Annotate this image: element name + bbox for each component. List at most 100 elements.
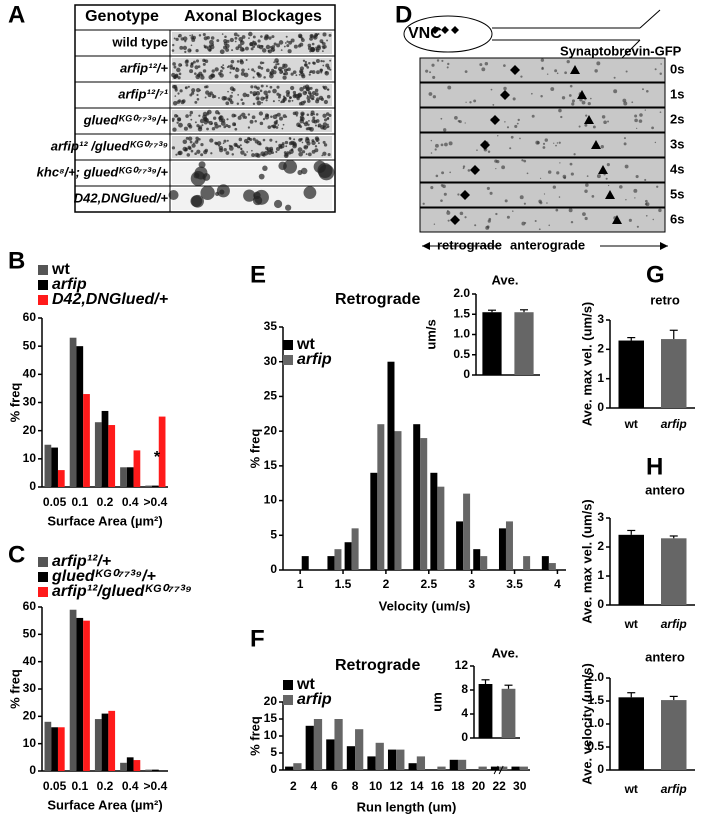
legend-label: D42,DNGlued/+ bbox=[52, 291, 168, 308]
bar bbox=[101, 410, 109, 487]
blockage bbox=[243, 189, 256, 202]
soma bbox=[431, 26, 439, 34]
blockage bbox=[313, 119, 318, 124]
kymo-spot bbox=[625, 70, 628, 73]
blockage bbox=[183, 126, 188, 131]
y-tick-label: 0 bbox=[463, 367, 470, 381]
blockage bbox=[253, 42, 258, 46]
blockage bbox=[187, 85, 190, 88]
kymo-spot bbox=[571, 99, 575, 103]
blockage bbox=[184, 148, 188, 152]
kymo-spot bbox=[605, 177, 608, 180]
blockage bbox=[281, 99, 286, 103]
kymo-spot bbox=[585, 114, 588, 117]
blockage bbox=[195, 59, 200, 63]
blockage bbox=[297, 147, 303, 153]
kymo-spot bbox=[440, 117, 443, 120]
blockage bbox=[185, 136, 189, 140]
panel-label: D bbox=[395, 1, 412, 28]
kymo-spot bbox=[659, 111, 662, 113]
blockage bbox=[191, 88, 196, 93]
blockage bbox=[191, 34, 194, 37]
blockage bbox=[282, 123, 285, 126]
blockage bbox=[240, 147, 243, 151]
y-tick-label: 40 bbox=[23, 654, 37, 668]
blockage bbox=[196, 93, 199, 97]
kymo-spot bbox=[540, 58, 545, 62]
blockage bbox=[258, 173, 265, 180]
blockage bbox=[224, 35, 227, 39]
kymo-spot bbox=[457, 193, 460, 196]
kymo-spot bbox=[501, 165, 506, 170]
bar bbox=[548, 563, 556, 570]
legend-swatch bbox=[38, 265, 48, 275]
diamond bbox=[480, 140, 490, 150]
blockage bbox=[232, 66, 236, 70]
blockage bbox=[189, 69, 194, 74]
blockage bbox=[317, 125, 320, 128]
blockage bbox=[203, 150, 208, 155]
blockage bbox=[191, 143, 196, 148]
kymo-spot bbox=[433, 223, 436, 225]
blockage bbox=[251, 153, 256, 158]
blockage bbox=[168, 189, 179, 201]
blockage bbox=[245, 59, 248, 62]
kymo-spot bbox=[624, 164, 629, 169]
kymo-spot bbox=[619, 185, 623, 189]
time-label: 5s bbox=[670, 186, 684, 201]
kymo-spot bbox=[538, 228, 541, 231]
kymo-row bbox=[419, 207, 666, 233]
blockage bbox=[273, 61, 275, 64]
blockage bbox=[195, 136, 199, 141]
kymo-spot bbox=[600, 145, 604, 149]
kymo-spot bbox=[430, 186, 434, 190]
blockage bbox=[278, 93, 282, 97]
bar bbox=[457, 759, 467, 770]
kymo-spot bbox=[581, 100, 586, 105]
blockage bbox=[281, 142, 285, 146]
blockage bbox=[247, 126, 251, 129]
blockage bbox=[300, 138, 303, 141]
kymo-spot bbox=[569, 84, 573, 88]
blockage bbox=[308, 71, 311, 74]
x-tick-label: 30 bbox=[513, 779, 527, 793]
blockage bbox=[256, 100, 262, 106]
x-tick-label: wt bbox=[624, 782, 638, 796]
kymo-spot bbox=[654, 68, 657, 71]
kymo-spot bbox=[644, 109, 646, 111]
kymo-spot bbox=[479, 63, 483, 67]
x-tick-label: arfip bbox=[661, 782, 687, 796]
kymo-spot bbox=[571, 102, 575, 106]
bar bbox=[396, 749, 405, 770]
blockage bbox=[223, 139, 227, 143]
blockage bbox=[216, 141, 222, 146]
kymo-spot bbox=[462, 165, 466, 168]
blockage bbox=[207, 93, 212, 98]
kymo-spot bbox=[651, 126, 654, 130]
blockage bbox=[231, 113, 236, 118]
blockage bbox=[238, 137, 243, 142]
blockage bbox=[208, 120, 213, 126]
blockage bbox=[187, 48, 192, 53]
blockage bbox=[309, 36, 313, 41]
blockage bbox=[274, 58, 279, 63]
blockage bbox=[307, 123, 310, 127]
x-tick-label: wt bbox=[624, 617, 638, 631]
blockage bbox=[191, 38, 196, 42]
blockage bbox=[290, 85, 295, 91]
y-tick-label: 0 bbox=[597, 597, 604, 611]
blockage bbox=[228, 146, 234, 151]
blockage bbox=[315, 58, 320, 64]
blockage bbox=[251, 115, 256, 120]
blockage bbox=[275, 126, 279, 129]
blockage bbox=[317, 33, 320, 36]
blockage bbox=[295, 74, 298, 77]
blockage bbox=[275, 140, 278, 143]
kymo-spot bbox=[635, 174, 639, 179]
bar bbox=[420, 438, 428, 570]
blockage bbox=[250, 47, 254, 51]
blockage bbox=[284, 152, 289, 157]
blockage bbox=[188, 124, 193, 129]
x-tick-label: 18 bbox=[451, 779, 465, 793]
